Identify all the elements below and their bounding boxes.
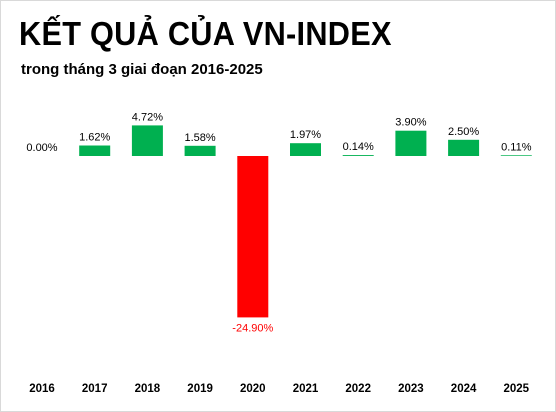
value-label-2017: 1.62% bbox=[79, 132, 110, 144]
bar-2022 bbox=[342, 155, 374, 156]
bar-2019 bbox=[184, 145, 216, 156]
value-label-2023: 3.90% bbox=[395, 117, 426, 129]
value-label-2022: 0.14% bbox=[343, 141, 374, 153]
x-tick-label-2024: 2024 bbox=[451, 383, 477, 395]
x-tick-label-2023: 2023 bbox=[398, 383, 424, 395]
value-label-2020: -24.90% bbox=[232, 322, 273, 334]
bar-2017 bbox=[79, 145, 111, 156]
x-tick-label-2017: 2017 bbox=[82, 383, 108, 395]
value-label-2025: 0.11% bbox=[501, 141, 532, 153]
x-tick-label-2020: 2020 bbox=[240, 383, 266, 395]
x-tick-label-2022: 2022 bbox=[345, 383, 371, 395]
value-labels-group: 0.00% 1.62% 4.72% 1.58% -24.90% 1.97% 0.14% 3.9… bbox=[26, 111, 531, 334]
bar-2021 bbox=[290, 143, 321, 156]
bar-2018 bbox=[131, 125, 163, 156]
bars-group bbox=[79, 125, 532, 318]
value-label-2024: 2.50% bbox=[448, 126, 479, 138]
chart-title: KẾT QUẢ CỦA VN-INDEX bbox=[19, 15, 392, 52]
value-label-2018: 4.72% bbox=[132, 111, 163, 123]
bar-2025 bbox=[500, 155, 532, 156]
x-tick-label-2018: 2018 bbox=[135, 383, 161, 395]
bar-2024 bbox=[448, 139, 480, 156]
x-tick-label-2021: 2021 bbox=[293, 383, 319, 395]
bar-2023 bbox=[395, 130, 427, 156]
value-label-2019: 1.58% bbox=[184, 132, 215, 144]
x-tick-label-2019: 2019 bbox=[187, 383, 213, 395]
x-tick-label-2016: 2016 bbox=[29, 383, 55, 395]
x-tick-labels-group: 2016 2017 2018 2019 2020 2021 2022 2023 2024 2025 bbox=[29, 383, 529, 395]
value-label-2021: 1.97% bbox=[290, 129, 321, 141]
value-label-2016: 0.00% bbox=[26, 142, 57, 154]
bar-2020 bbox=[237, 156, 269, 318]
chart-subtitle: trong tháng 3 giai đoạn 2016-2025 bbox=[21, 61, 263, 78]
x-tick-label-2025: 2025 bbox=[504, 383, 530, 395]
